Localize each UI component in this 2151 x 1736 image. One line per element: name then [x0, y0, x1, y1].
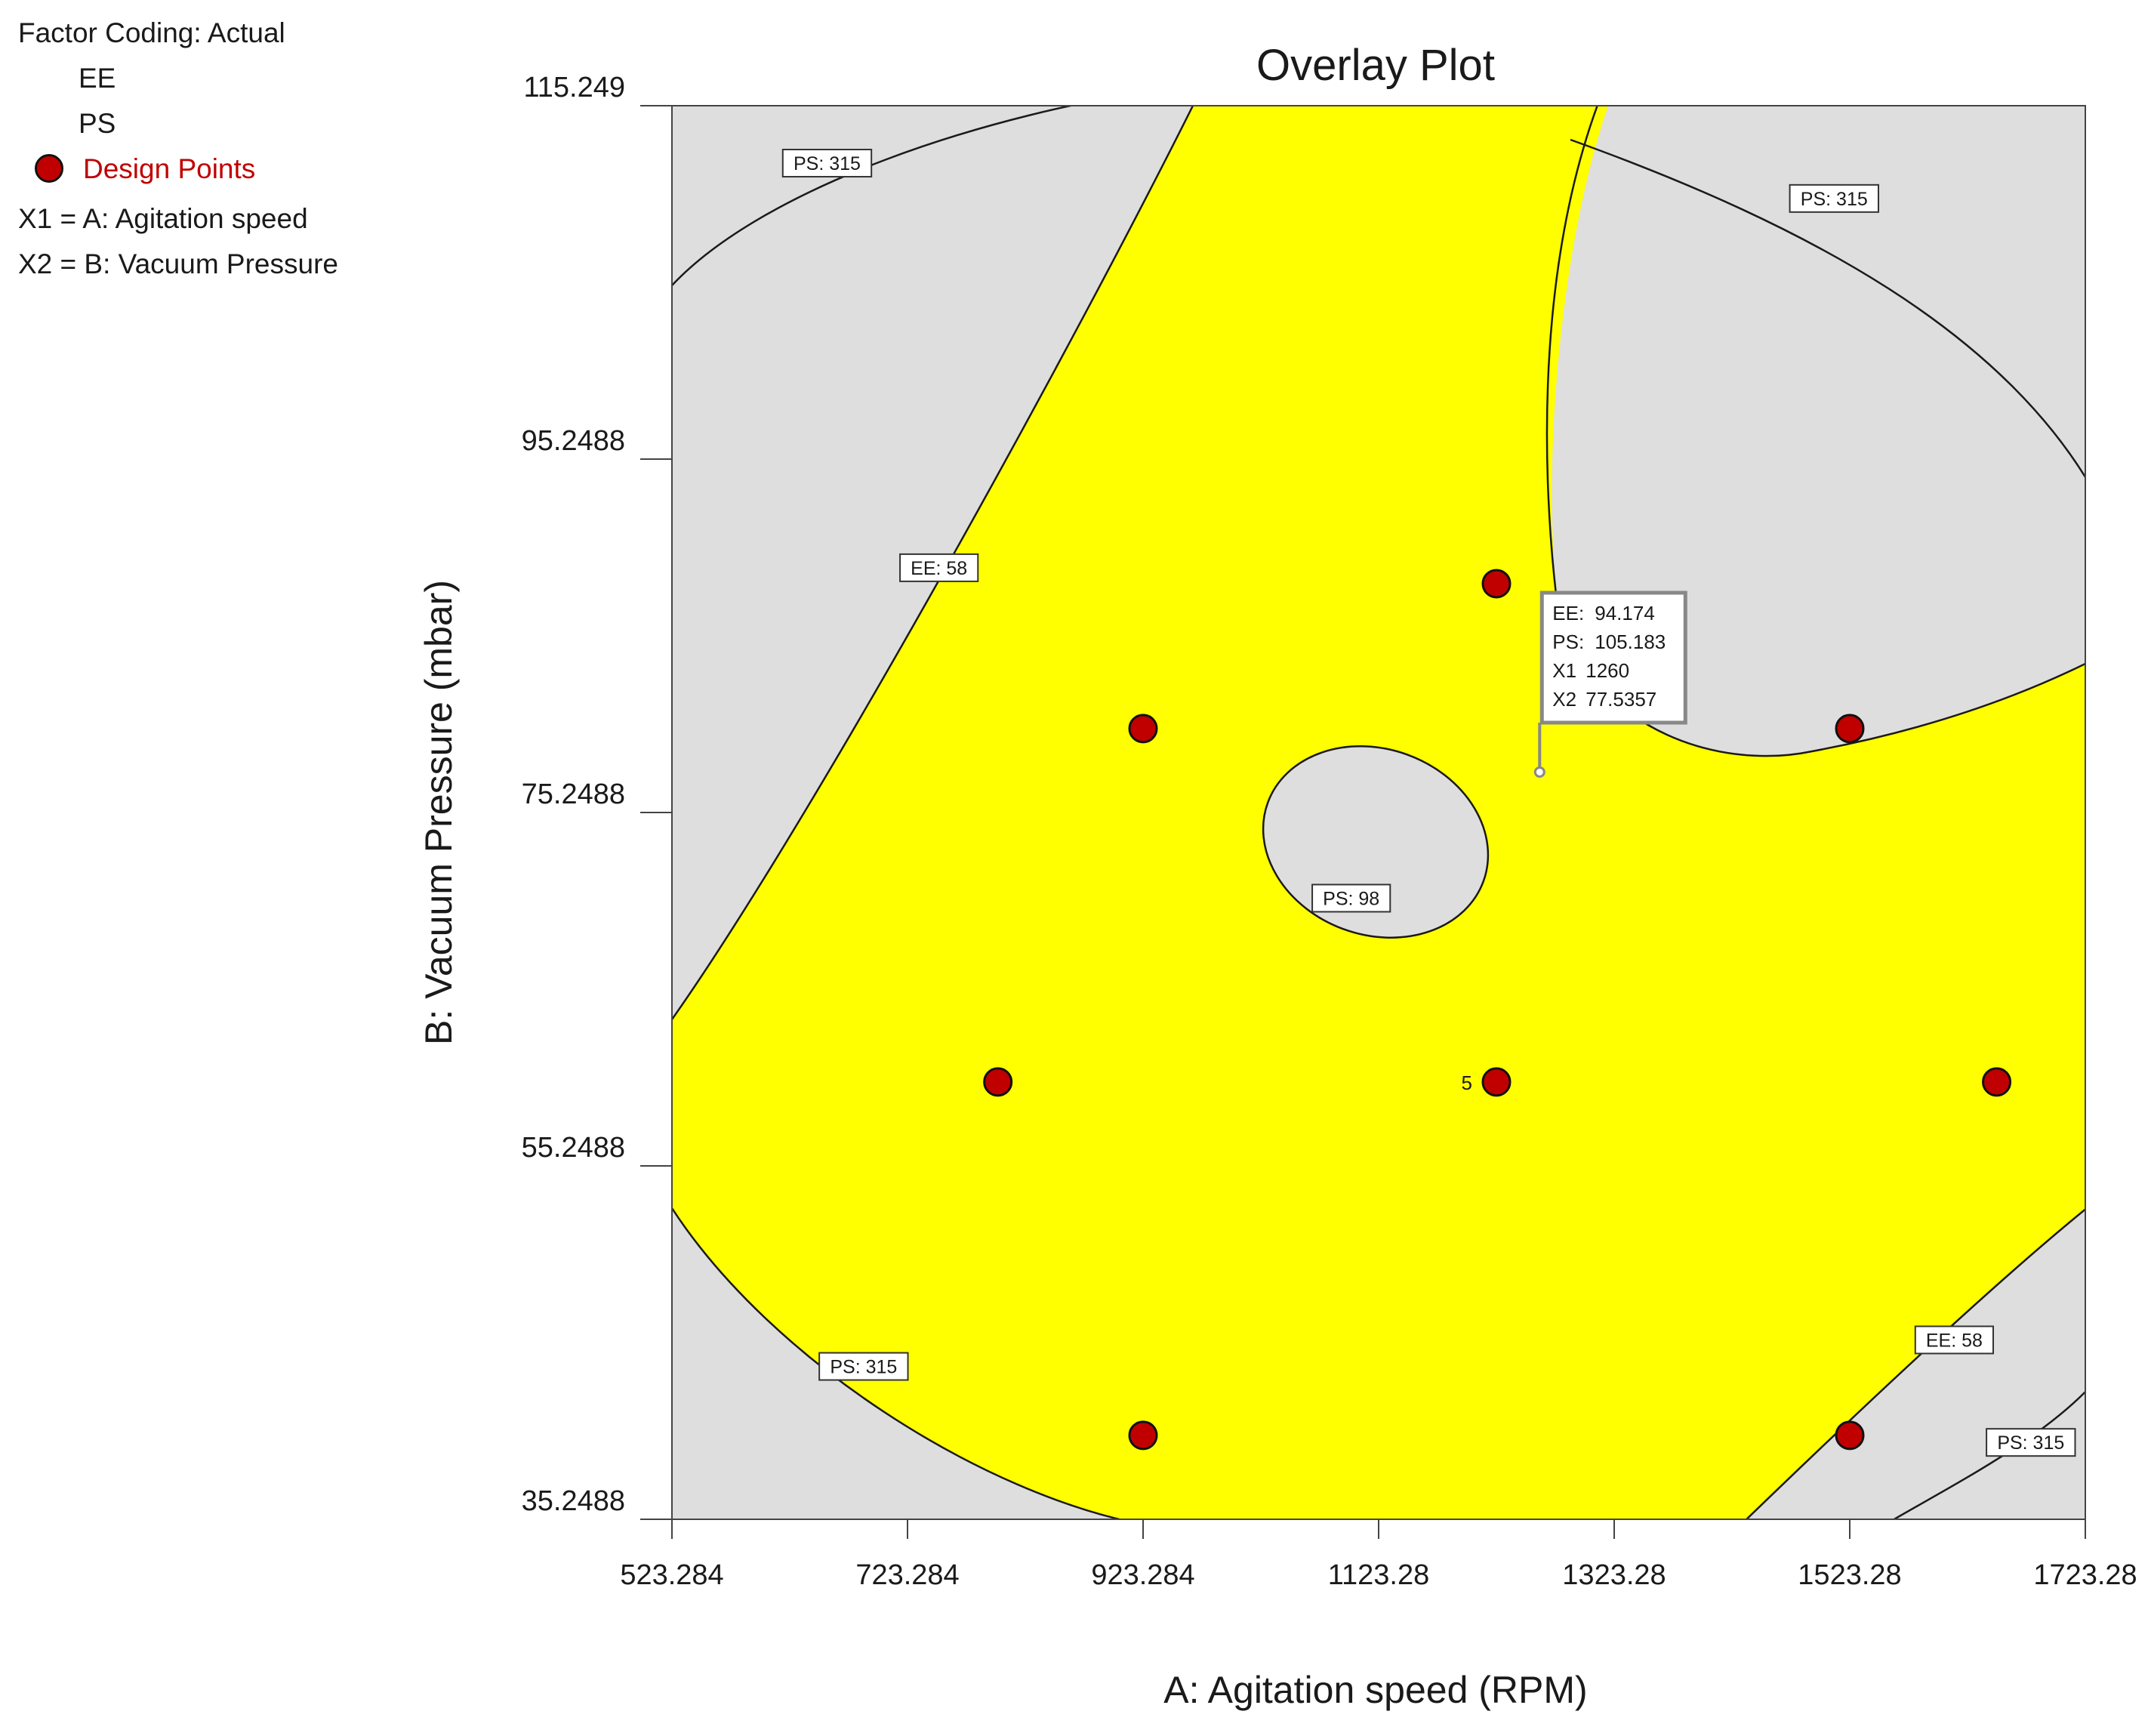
x-tick-label: 1123.28	[1328, 1559, 1430, 1591]
legend-ps: PS	[79, 108, 116, 139]
contour-label: EE: 58	[1914, 1325, 1995, 1355]
contour-label: EE: 58	[899, 553, 979, 582]
y-tick-label: 55.2488	[522, 1132, 625, 1164]
x-tick-label: 1523.28	[1798, 1559, 1901, 1591]
y-tick-label: 35.2488	[522, 1485, 625, 1517]
design-point-count-label: 5	[1462, 1072, 1472, 1094]
annotation-value: 77.5357	[1586, 688, 1656, 711]
design-point-icon	[35, 154, 63, 183]
contour-label-text: EE: 58	[911, 558, 967, 579]
point-annotation[interactable]: EE: 94.174 PS: 105.183 X1 1260 X2 77.5357	[1533, 590, 1687, 778]
contour-label-text: EE: 58	[1926, 1330, 1983, 1351]
design-point[interactable]	[1481, 569, 1512, 599]
contour-label: PS: 315	[781, 149, 873, 178]
contour-label: PS: 315	[1986, 1428, 2076, 1457]
design-point[interactable]	[1835, 1420, 1865, 1451]
x-tick-label: 1323.28	[1562, 1559, 1666, 1591]
legend-ee: EE	[79, 63, 116, 94]
y-axis-label: B: Vacuum Pressure (mbar)	[418, 580, 460, 1045]
legend-design-points-label: Design Points	[83, 153, 256, 184]
x-tick-label: 523.284	[620, 1559, 723, 1591]
x-axis-label: A: Agitation speed (RPM)	[1163, 1669, 1587, 1711]
contour-label: PS: 315	[1789, 183, 1879, 213]
contour-label-text: PS: 315	[1801, 189, 1868, 210]
design-point[interactable]	[983, 1067, 1013, 1097]
legend-x1: X1 = A: Agitation speed	[18, 203, 308, 234]
design-point[interactable]	[1835, 714, 1865, 744]
annotation-key: X2	[1552, 688, 1576, 711]
y-tick-label: 115.249	[523, 72, 625, 103]
x-tick-label: 723.284	[855, 1559, 959, 1591]
chart-title: Overlay Plot	[1256, 41, 1495, 90]
contour-label: PS: 98	[1311, 883, 1391, 913]
annotation-key: PS:	[1552, 631, 1584, 653]
contour-ps-315-bottom-left	[672, 1207, 1124, 1519]
contour-ps-315-bottom-right	[1892, 1390, 2085, 1519]
annotation-value: 1260	[1586, 659, 1629, 682]
legend: Factor Coding: Actual EE PS Design Point…	[18, 11, 338, 287]
annotation-value: 105.183	[1595, 631, 1666, 653]
design-point[interactable]	[1481, 1067, 1512, 1097]
x-tick-label: 1723.28	[2033, 1559, 2137, 1591]
contour-label-text: PS: 315	[830, 1357, 897, 1378]
y-tick-label: 75.2488	[522, 779, 625, 810]
design-point[interactable]	[1128, 714, 1158, 744]
legend-factor-coding: Factor Coding: Actual	[18, 17, 285, 48]
contour-label-text: PS: 315	[794, 153, 861, 174]
legend-x2: X2 = B: Vacuum Pressure	[18, 248, 338, 279]
annotation-key: EE:	[1552, 602, 1584, 624]
annotation-key: X1	[1552, 659, 1576, 682]
design-point[interactable]	[1982, 1067, 2012, 1097]
y-tick-label: 95.2488	[522, 425, 625, 457]
contour-ps-315-top-left	[672, 106, 1075, 286]
contour-ps-315-upper-right	[1570, 138, 2085, 479]
contour-label: PS: 315	[818, 1352, 909, 1381]
annotation-value: 94.174	[1595, 602, 1655, 624]
contour-label-text: PS: 98	[1323, 888, 1379, 909]
x-tick-label: 923.284	[1091, 1559, 1194, 1591]
design-point[interactable]	[1128, 1420, 1158, 1451]
contour-label-text: PS: 315	[1997, 1432, 2064, 1454]
legend-design-points: Design Points	[18, 146, 338, 192]
annotation-anchor	[1533, 766, 1545, 778]
